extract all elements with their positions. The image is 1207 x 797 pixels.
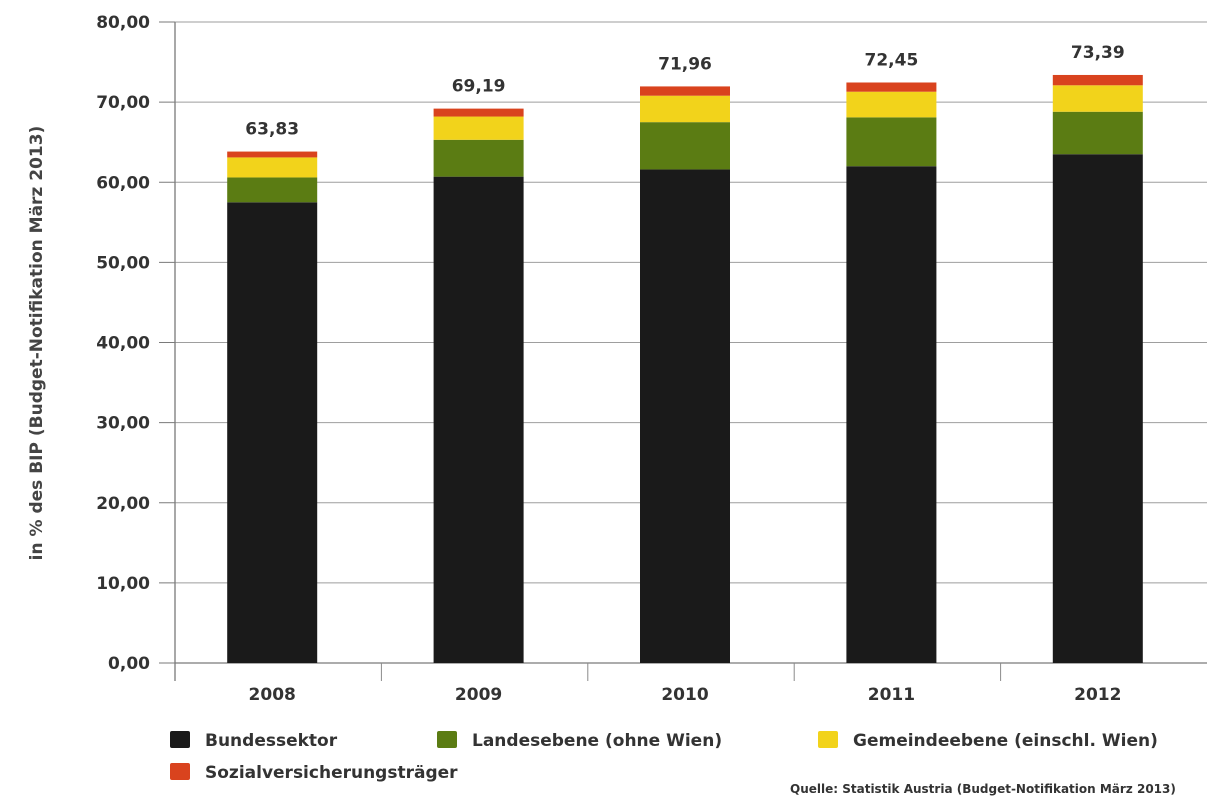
y-tick-label: 80,00 [96, 13, 150, 33]
bar-total-label: 73,39 [1071, 43, 1125, 63]
legend-label: Landesebene (ohne Wien) [472, 731, 722, 751]
bar-segment [640, 95, 730, 123]
legend-swatch [437, 731, 457, 748]
y-tick-label: 70,00 [96, 93, 150, 113]
bar-segment [1052, 111, 1143, 155]
bar-segment [433, 139, 524, 177]
legend-swatch [818, 731, 838, 748]
bar-segment [433, 176, 524, 664]
bars [227, 74, 1143, 664]
legend-label: Sozialversicherungsträger [205, 763, 458, 783]
bar-segment [1052, 154, 1143, 664]
x-tick-label: 2010 [661, 685, 708, 705]
y-tick-label: 50,00 [96, 253, 150, 273]
x-tick-label: 2011 [868, 685, 915, 705]
bar-segment [640, 86, 730, 96]
bar-total-label: 63,83 [245, 120, 299, 140]
bar-total-label: 69,19 [452, 77, 506, 97]
legend-label: Bundessektor [205, 731, 338, 751]
legend-label: Gemeindeebene (einschl. Wien) [853, 731, 1158, 751]
bar-segment [1052, 74, 1143, 86]
bar-segment [227, 177, 318, 203]
bar-segment [227, 202, 318, 663]
y-tick-label: 20,00 [96, 494, 150, 514]
bar-segment [846, 91, 937, 118]
bar-segment [846, 166, 937, 663]
y-tick-label: 0,00 [108, 654, 150, 674]
legend-swatch [170, 731, 190, 748]
bar-total-label: 72,45 [865, 50, 919, 70]
bar-total-label: 71,96 [658, 54, 712, 74]
bar-segment [433, 108, 524, 117]
value-labels: 63,83 69,19 71,96 72,45 73,39 [245, 43, 1124, 140]
bar-segment [640, 122, 730, 170]
legend: Bundessektor Landesebene (ohne Wien) Gemei… [170, 731, 1158, 783]
y-tick-label: 30,00 [96, 414, 150, 434]
x-tick-label: 2009 [455, 685, 502, 705]
y-axis-ticks: 0,00 10,00 20,00 30,00 40,00 50,00 60,00 70,00 8… [96, 13, 150, 674]
x-tick-label: 2012 [1074, 685, 1121, 705]
bar-segment [227, 151, 318, 158]
source-note: Quelle: Statistik Austria (Budget-Notifi… [790, 782, 1176, 796]
bar-segment [846, 82, 937, 92]
legend-swatch [170, 763, 190, 780]
y-tick-label: 10,00 [96, 574, 150, 594]
bar-segment [640, 169, 730, 663]
bar-segment [1052, 85, 1143, 112]
bar-segment [433, 116, 524, 140]
x-axis: 2008 2009 2010 2011 2012 [249, 663, 1121, 705]
y-axis-title: in % des BIP (Budget-Notifikation März 2… [27, 126, 47, 561]
y-tick-label: 40,00 [96, 334, 150, 354]
x-tick-label: 2008 [249, 685, 296, 705]
bar-segment [846, 117, 937, 167]
bar-segment [227, 157, 318, 178]
y-tick-label: 60,00 [96, 173, 150, 193]
